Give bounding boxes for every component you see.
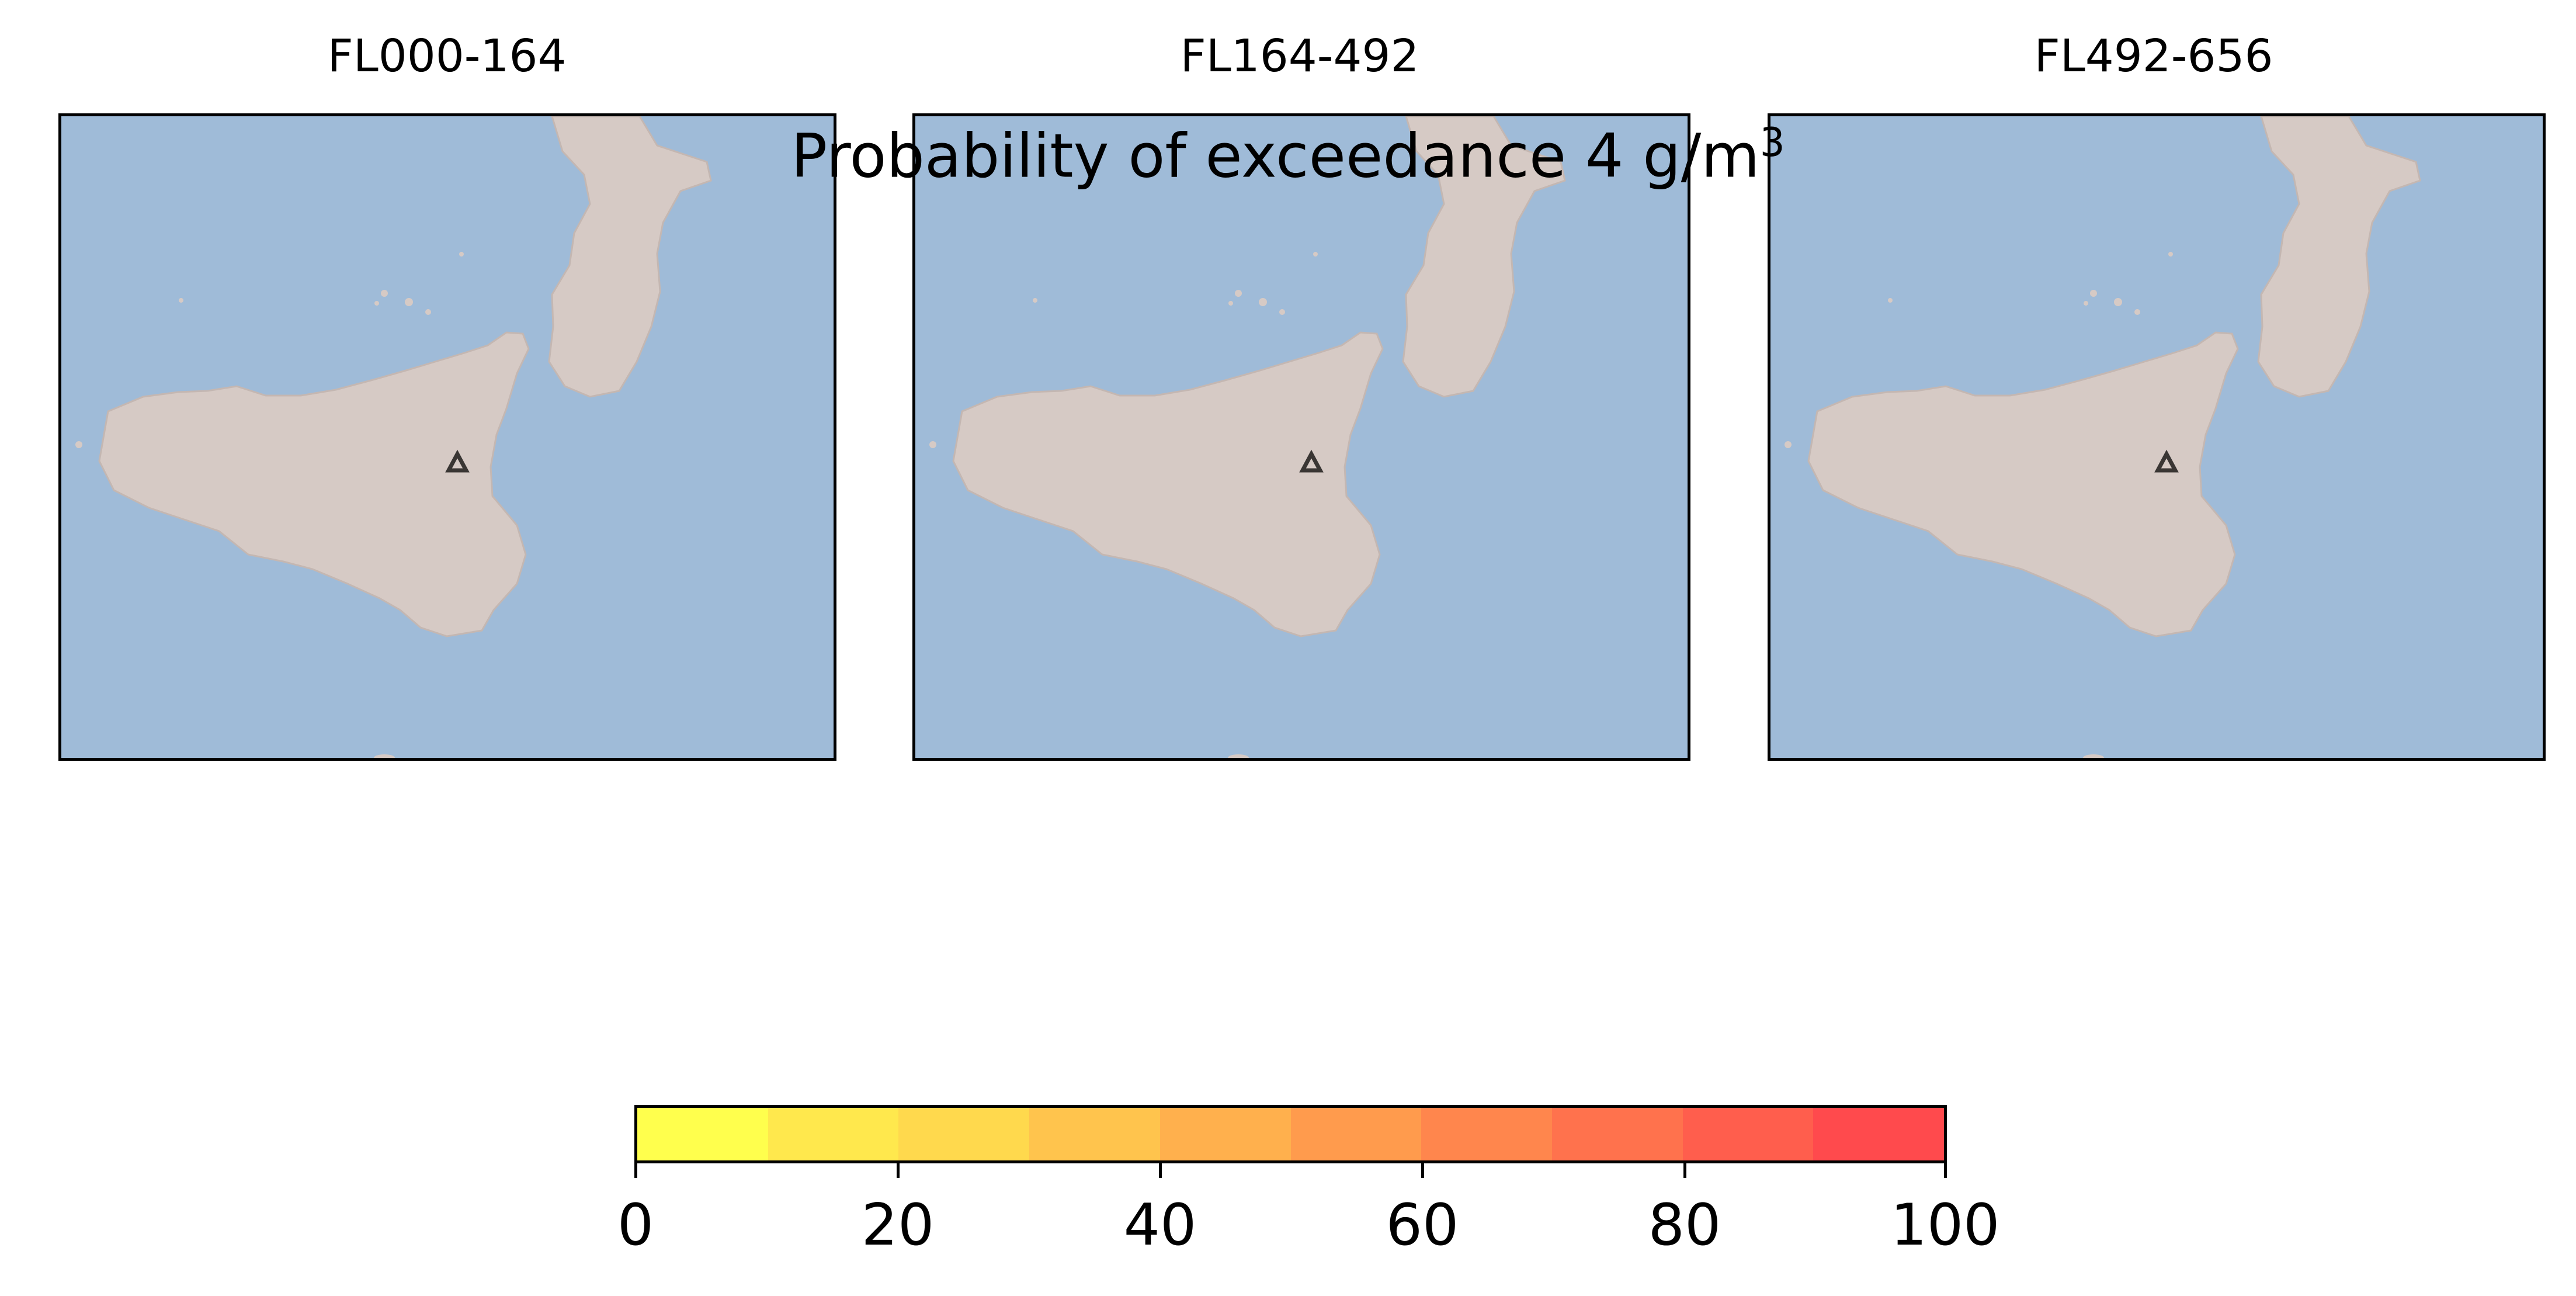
figure-title-superscript: 3 [1759, 120, 1785, 166]
colorbar-segment [1159, 1108, 1291, 1160]
colorbar-segment [1813, 1108, 1945, 1160]
map-svg-2 [915, 116, 1688, 758]
map-svg-1 [61, 116, 834, 758]
colorbar-segment [768, 1108, 899, 1160]
colorbar-segment [898, 1108, 1030, 1160]
colorbar-tick-label: 100 [1890, 1192, 2000, 1259]
colorbar-tick-label: 60 [1386, 1192, 1459, 1259]
figure-title-text: Probability of exceedance 4 g/m [791, 121, 1760, 192]
colorbar-segment [637, 1108, 768, 1160]
colorbar-tick-label: 20 [861, 1192, 935, 1259]
map-svg-3 [1770, 116, 2543, 758]
colorbar-tick-label: 0 [617, 1192, 654, 1259]
colorbar-tick [1159, 1160, 1162, 1178]
colorbar [634, 1105, 1947, 1163]
panel-title-1: FL000-164 [327, 30, 567, 82]
colorbar-segment [1029, 1108, 1160, 1160]
map-panel-1 [58, 113, 836, 761]
colorbar-tick [634, 1160, 637, 1178]
colorbar-tick [1683, 1160, 1686, 1178]
colorbar-segment [1551, 1108, 1683, 1160]
colorbar-segment [1682, 1108, 1814, 1160]
panel-title-3: FL492-656 [2034, 30, 2273, 82]
panel-title-2: FL164-492 [1180, 30, 1419, 82]
map-panel-3 [1768, 113, 2546, 761]
colorbar-tick-label: 80 [1648, 1192, 1721, 1259]
map-panel-2 [912, 113, 1690, 761]
colorbar-segment [1290, 1108, 1422, 1160]
figure-title: Probability of exceedance 4 g/m3 [0, 120, 2576, 191]
colorbar-tick [897, 1160, 900, 1178]
colorbar-tick [1421, 1160, 1424, 1178]
colorbar-segment [1421, 1108, 1552, 1160]
colorbar-tick-label: 40 [1123, 1192, 1197, 1259]
colorbar-tick [1944, 1160, 1947, 1178]
